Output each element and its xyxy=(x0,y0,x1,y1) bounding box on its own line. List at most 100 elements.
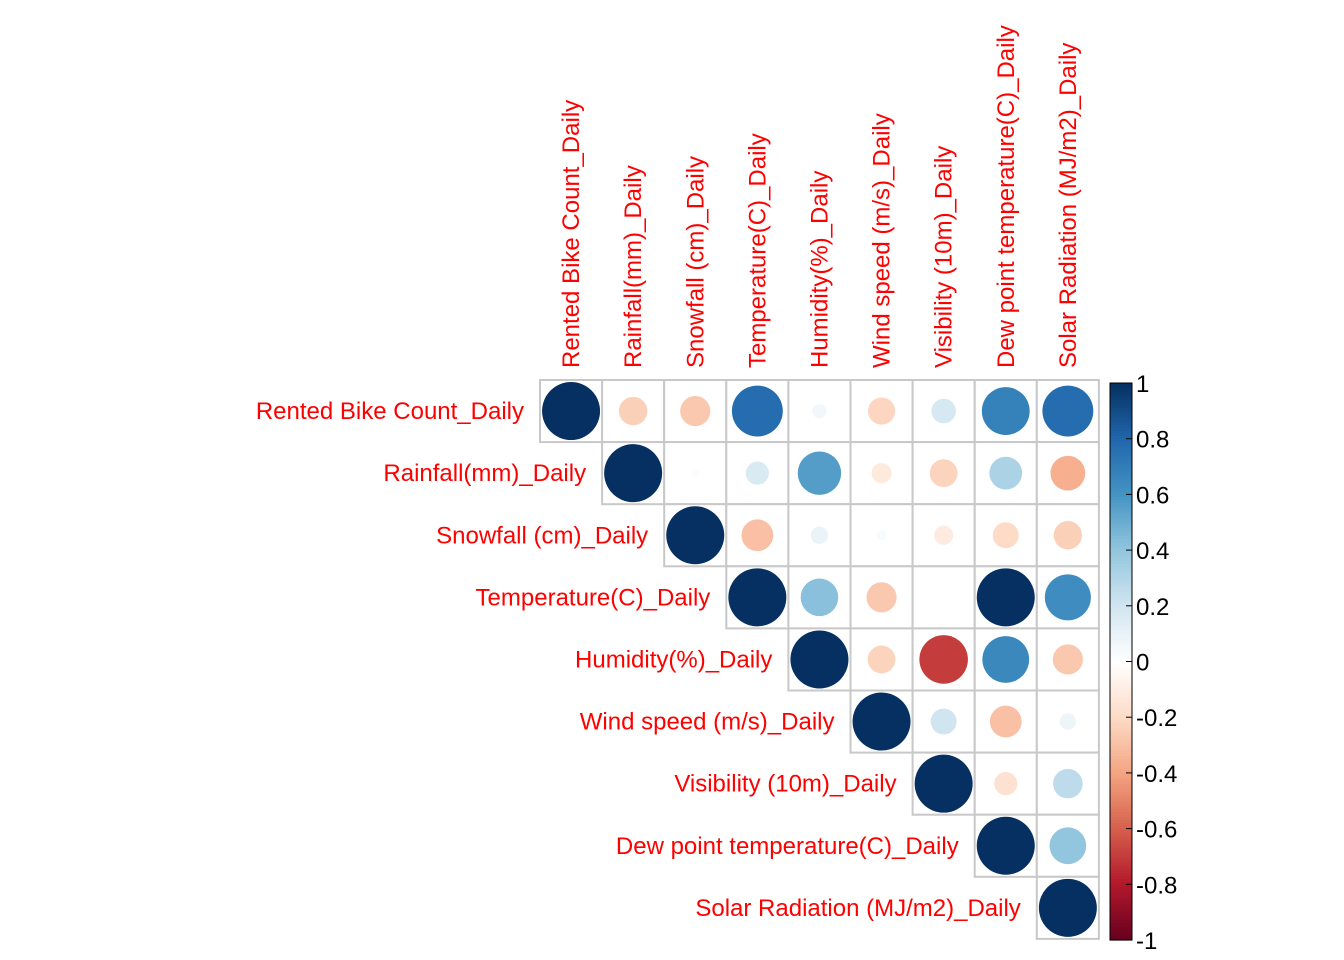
colorbar-segment xyxy=(1110,875,1132,880)
colorbar-segment xyxy=(1110,811,1132,816)
colorbar-segment xyxy=(1110,569,1132,573)
colorbar-segment xyxy=(1110,758,1132,763)
colorbar-segment xyxy=(1110,761,1132,766)
colorbar-segment xyxy=(1110,491,1132,495)
colorbar-segment xyxy=(1110,497,1132,501)
colorbar-segment xyxy=(1110,488,1132,493)
colorbar-segment xyxy=(1110,856,1132,860)
colorbar-segment xyxy=(1110,644,1132,649)
colorbar-segment xyxy=(1110,452,1132,457)
colorbar-segment xyxy=(1110,722,1132,727)
colorbar-segment xyxy=(1110,594,1132,599)
colorbar-segment xyxy=(1110,864,1132,869)
colorbar-segment xyxy=(1110,692,1132,696)
colorbar-segment xyxy=(1110,658,1132,663)
row-label: Wind speed (m/s)_Daily xyxy=(580,709,835,736)
colorbar-tick-label: -0.2 xyxy=(1136,705,1177,732)
correlation-circle xyxy=(934,525,954,545)
colorbar-segment xyxy=(1110,566,1132,571)
colorbar-segment xyxy=(1110,926,1132,930)
colorbar-segment xyxy=(1110,547,1132,551)
colorbar-segment xyxy=(1110,789,1132,793)
column-labels: Rented Bike Count_Daily Rainfall(mm)_Dail… xyxy=(558,25,1082,368)
colorbar-segment xyxy=(1110,680,1132,685)
colorbar-segment xyxy=(1110,923,1132,927)
row-label: Rainfall(mm)_Daily xyxy=(383,460,586,487)
colorbar-tick-label: 0.8 xyxy=(1136,427,1169,454)
colorbar-segment xyxy=(1110,499,1132,504)
colorbar-segment xyxy=(1110,664,1132,668)
colorbar-segment xyxy=(1110,862,1132,866)
colorbar-segment xyxy=(1110,527,1132,532)
correlation-circle xyxy=(728,568,787,627)
colorbar-segment xyxy=(1110,825,1132,830)
colorbar-segment xyxy=(1110,703,1132,707)
colorbar-segment xyxy=(1110,850,1132,855)
row-label: Dew point temperature(C)_Daily xyxy=(616,833,959,860)
colorbar-segment xyxy=(1110,505,1132,509)
correlation-circle xyxy=(976,816,1035,875)
correlation-circle xyxy=(1044,574,1091,621)
colorbar-segment xyxy=(1110,655,1132,660)
colorbar-segment xyxy=(1110,552,1132,557)
colorbar-segment xyxy=(1110,892,1132,897)
colorbar-segment xyxy=(1110,616,1132,621)
colorbar-segment xyxy=(1110,408,1132,412)
colorbar-segment xyxy=(1110,577,1132,582)
colorbar-segment xyxy=(1110,745,1132,749)
colorbar-segment xyxy=(1110,800,1132,805)
colorbar-segment xyxy=(1110,480,1132,484)
correlation-circle xyxy=(994,772,1018,796)
colorbar-segment xyxy=(1110,784,1132,788)
colorbar-segment xyxy=(1110,797,1132,802)
colorbar-segment xyxy=(1110,483,1132,487)
colorbar-segment xyxy=(1110,575,1132,579)
colorbar-segment xyxy=(1110,516,1132,521)
grid-cell xyxy=(911,565,976,630)
colorbar-segment xyxy=(1110,870,1132,874)
colorbar-segment xyxy=(1110,831,1132,835)
colorbar-segment xyxy=(1110,472,1132,476)
colorbar-legend: 1 0.8 0.6 0.4 0.2 0 -0.2 -0.4 -0.6 -0.8 -1 xyxy=(1109,371,1177,955)
colorbar-segment xyxy=(1110,603,1132,607)
colorbar-segment xyxy=(1110,669,1132,674)
colorbar-segment xyxy=(1110,460,1132,465)
colorbar-segment xyxy=(1110,873,1132,877)
colorbar-segment xyxy=(1110,733,1132,738)
row-label: Snowfall (cm)_Daily xyxy=(436,522,648,549)
colorbar-segment xyxy=(1110,572,1132,576)
colorbar-tick-label: -0.8 xyxy=(1136,872,1177,899)
colorbar-segment xyxy=(1110,474,1132,479)
correlation-circle xyxy=(680,395,711,427)
colorbar-segment xyxy=(1110,706,1132,710)
colorbar-segment xyxy=(1110,672,1132,677)
colorbar-segment xyxy=(1110,477,1132,482)
correlation-circle xyxy=(1059,713,1077,730)
colorbar-segment xyxy=(1110,767,1132,771)
correlation-circle xyxy=(741,519,774,552)
colorbar-segment xyxy=(1110,605,1132,610)
colorbar-segment xyxy=(1110,814,1132,819)
colorbar-segment xyxy=(1110,530,1132,534)
colorbar-segment xyxy=(1110,444,1132,448)
colorbar-segment xyxy=(1110,848,1132,852)
colorbar-segment xyxy=(1110,555,1132,560)
colorbar-segment xyxy=(1110,494,1132,498)
colorbar-segment xyxy=(1110,686,1132,690)
correlation-circle xyxy=(691,469,700,478)
colorbar-segment xyxy=(1110,753,1132,757)
colorbar-tick-label: -0.6 xyxy=(1136,817,1177,844)
colorbar-segment xyxy=(1110,469,1132,473)
colorbar-segment xyxy=(1110,653,1132,657)
colorbar-segment xyxy=(1110,458,1132,462)
correlation-circle xyxy=(992,522,1019,549)
colorbar-segment xyxy=(1110,803,1132,807)
correlation-circle xyxy=(618,396,648,426)
colorbar-segment xyxy=(1110,410,1132,415)
colorbar-segment xyxy=(1110,586,1132,590)
colorbar-segment xyxy=(1110,385,1132,390)
correlation-circle xyxy=(812,403,827,419)
colorbar-segment xyxy=(1110,583,1132,587)
correlation-circle xyxy=(866,582,897,613)
